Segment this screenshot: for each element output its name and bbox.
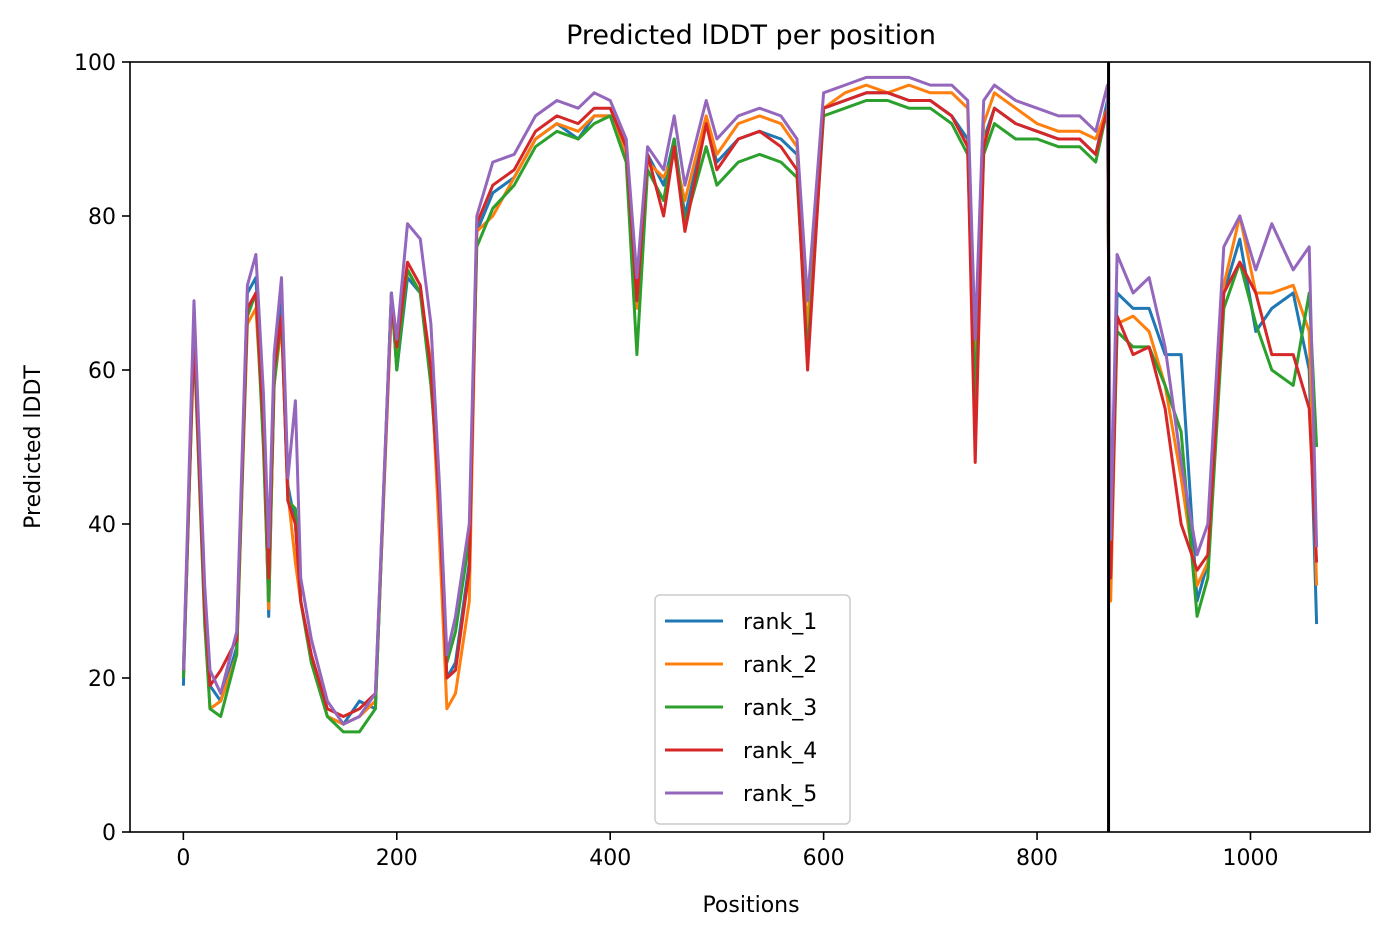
x-tick-label: 1000 — [1222, 846, 1278, 871]
x-tick-label: 200 — [376, 846, 418, 871]
y-tick-label: 80 — [88, 205, 116, 230]
legend-label-rank_2: rank_2 — [743, 653, 817, 678]
series-line-rank_5 — [181, 75, 1319, 726]
plot-area — [129, 61, 1371, 833]
legend-label-rank_1: rank_1 — [743, 610, 817, 635]
x-tick-label: 0 — [176, 846, 190, 871]
y-tick-label: 0 — [102, 821, 116, 846]
y-axis: 0 20 40 60 80 100 — [74, 51, 130, 846]
legend-box — [654, 594, 851, 825]
y-tick-label: 60 — [88, 359, 116, 384]
series-lines — [181, 75, 1319, 734]
legend-label-rank_5: rank_5 — [743, 782, 817, 807]
legend-label-rank_4: rank_4 — [743, 739, 817, 764]
x-tick-label: 800 — [1016, 846, 1058, 871]
chart-title: Predicted lDDT per position — [566, 20, 936, 51]
x-tick-label: 600 — [803, 846, 845, 871]
plot-frame — [129, 61, 1371, 833]
legend-label-rank_3: rank_3 — [743, 696, 817, 721]
x-tick-label: 400 — [589, 846, 631, 871]
x-axis: 0 200 400 600 800 1000 — [176, 832, 1278, 871]
y-tick-label: 20 — [88, 667, 116, 692]
x-axis-label: Positions — [702, 893, 799, 918]
y-axis-label: Predicted lDDT — [21, 365, 46, 529]
legend: rank_1 rank_2 rank_3 rank_4 rank_5 — [654, 594, 851, 825]
y-tick-label: 100 — [74, 51, 116, 76]
y-tick-label: 40 — [88, 513, 116, 538]
